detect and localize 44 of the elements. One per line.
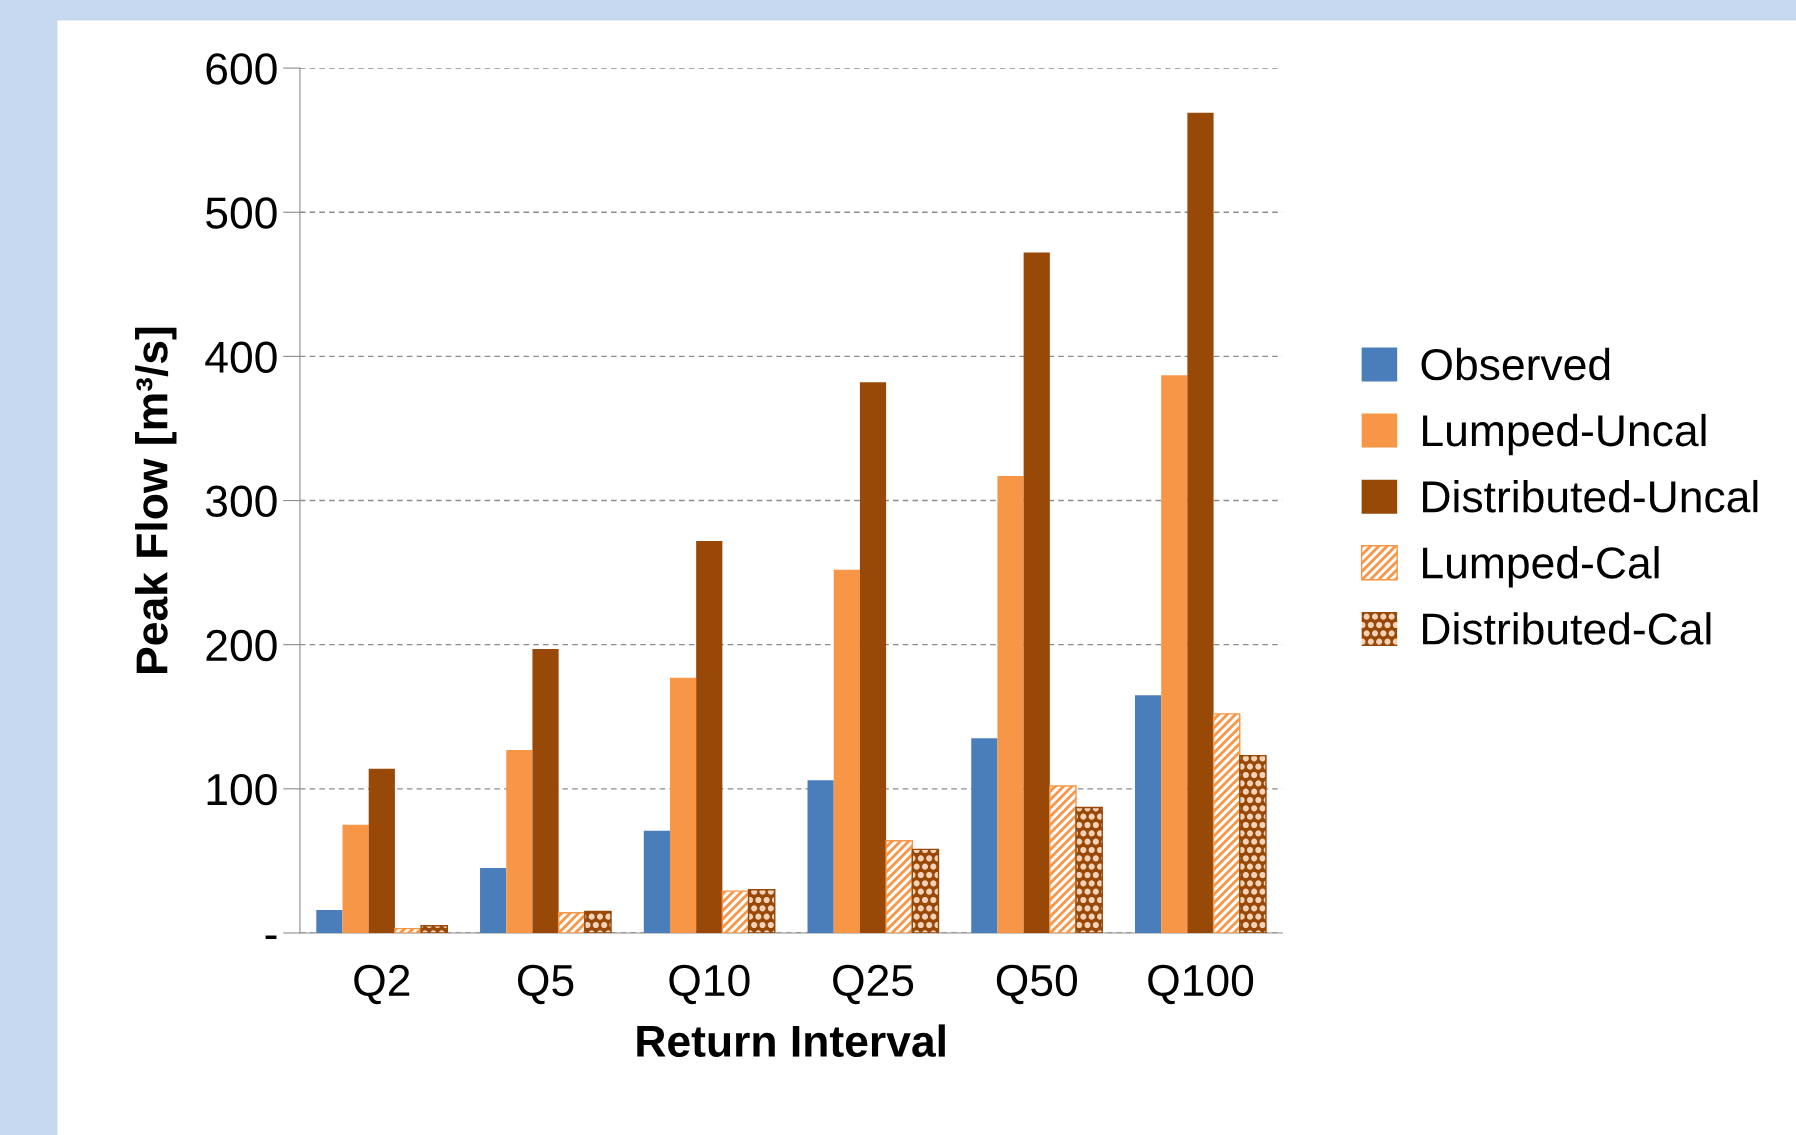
y-axis-title: Peak Flow [m³/s]: [135, 327, 177, 673]
x-tick-label: Q25: [833, 964, 914, 1005]
x-axis-title: Return Interval: [637, 1024, 945, 1058]
bar: [885, 840, 913, 933]
x-tick-label: Q5: [518, 964, 574, 1005]
y-tick-label: 200: [206, 629, 277, 662]
bar: [696, 540, 723, 933]
bar: [807, 780, 834, 933]
bar: [721, 890, 750, 933]
x-tick-label: Q10: [669, 964, 750, 1005]
bar: [997, 476, 1024, 933]
bar: [669, 677, 697, 933]
legend-label: Distributed-Uncal: [1423, 479, 1758, 513]
bar: [859, 382, 887, 933]
bar: [971, 738, 998, 933]
bar: [394, 927, 422, 933]
y-tick-label: 400: [205, 341, 277, 373]
bar: [1161, 375, 1188, 933]
bar: [1049, 785, 1077, 933]
x-tick-label: Q50: [996, 964, 1078, 1005]
y-tick-label: 500: [206, 197, 277, 229]
bar: [1212, 713, 1241, 933]
bar: [480, 868, 507, 933]
bar: [342, 824, 369, 933]
legend-label: Distributed-Cal: [1423, 612, 1711, 645]
bar: [316, 909, 343, 933]
bar: [1187, 112, 1214, 933]
x-tick-label: Q100: [1148, 964, 1254, 1005]
bar: [368, 768, 395, 933]
bar: [1134, 695, 1162, 933]
bar: [833, 569, 860, 933]
bar: [1023, 252, 1050, 933]
bar: [557, 912, 586, 933]
y-tick-label: -: [265, 935, 277, 939]
legend-label: Lumped-Uncal: [1423, 413, 1706, 456]
y-tick-label: 600: [206, 53, 277, 85]
bar: [643, 830, 670, 933]
y-tick-label: 100: [207, 773, 277, 806]
legend-label: Lumped-Cal: [1423, 546, 1659, 588]
x-tick-label: Q2: [354, 964, 410, 1005]
bar: [506, 749, 533, 933]
bar: [532, 649, 559, 933]
legend-label: Observed: [1421, 347, 1610, 381]
y-tick-label: 300: [205, 485, 277, 518]
